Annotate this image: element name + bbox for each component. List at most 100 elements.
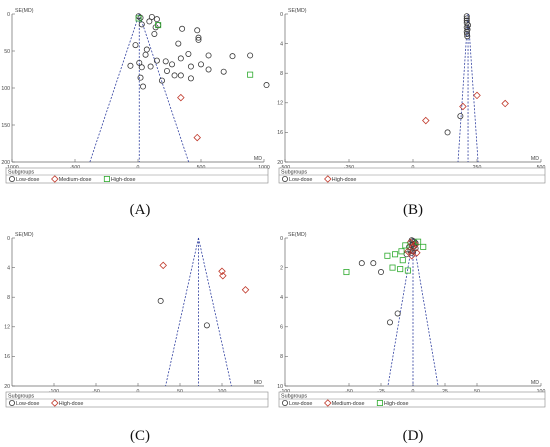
study-point-circle <box>171 72 178 79</box>
study-point-circle <box>153 57 160 64</box>
legend-label: Medium-dose <box>332 401 365 407</box>
legend-label: Low-dose <box>16 177 39 183</box>
y-axis-title: SE(MD) <box>15 232 34 238</box>
x-axis-title: MD <box>531 156 539 162</box>
legend-title: Subgroups <box>8 169 34 175</box>
study-point-circle <box>147 63 154 70</box>
study-point-diamond <box>404 247 412 256</box>
legend-label: Low-dose <box>289 177 312 183</box>
y-tick-label: 12 <box>4 325 10 331</box>
funnel-left-line <box>387 237 414 387</box>
study-point-circle <box>158 77 165 84</box>
study-point-diamond <box>219 271 227 280</box>
study-point-circle <box>205 52 212 59</box>
legend-label: High-dose <box>59 401 84 407</box>
study-point-square <box>389 264 396 271</box>
study-point-diamond <box>413 249 421 257</box>
study-point-square <box>343 269 350 276</box>
y-axis-title: SE(MD) <box>288 232 307 238</box>
y-tick-label: 8 <box>7 295 10 301</box>
y-tick-label: 200 <box>1 160 10 166</box>
legend-label: Low-dose <box>289 401 312 407</box>
y-tick-label: 150 <box>1 123 10 129</box>
study-point-circle <box>205 66 212 73</box>
study-point-circle <box>162 58 169 65</box>
legend-marker-circle <box>281 175 288 182</box>
panel-d: 0246810-100-50-2502550100SE(MD)MDSubgrou… <box>277 232 545 444</box>
study-point-circle <box>195 36 202 43</box>
funnel-right-line <box>198 237 232 387</box>
panel-caption: (A) <box>130 202 151 218</box>
study-point-circle <box>263 82 270 89</box>
study-point-circle <box>169 61 176 68</box>
panel-caption: (D) <box>403 428 424 444</box>
study-point-circle <box>179 25 186 32</box>
y-tick-label: 0 <box>7 236 10 242</box>
y-tick-label: 100 <box>1 86 10 92</box>
legend-marker-circle <box>281 399 288 406</box>
study-point-diamond <box>193 133 201 142</box>
study-point-circle <box>138 64 145 71</box>
y-tick-label: 0 <box>280 236 283 242</box>
study-point-diamond <box>459 102 467 111</box>
funnel-right-line <box>467 13 479 163</box>
study-point-circle <box>197 61 204 68</box>
study-point-circle <box>464 30 471 37</box>
study-point-circle <box>175 40 182 47</box>
study-point-circle <box>247 52 254 59</box>
study-point-circle <box>463 17 470 24</box>
x-axis-title: MD <box>254 156 262 162</box>
study-point-circle <box>187 63 194 70</box>
study-point-diamond <box>422 116 430 125</box>
y-tick-label: 0 <box>7 12 10 18</box>
panel-a: 050100150200-1000-50005001000SE(MD)MDSub… <box>1 8 270 218</box>
y-tick-label: 12 <box>277 101 283 107</box>
legend-box <box>278 391 546 408</box>
study-point-circle <box>142 51 149 58</box>
panel-caption: (C) <box>130 428 150 444</box>
study-point-square <box>402 242 409 249</box>
x-axis-title: MD <box>531 380 539 386</box>
study-point-circle <box>463 28 470 35</box>
legend-label: Medium-dose <box>59 177 92 183</box>
y-tick-label: 50 <box>4 49 10 55</box>
study-point-circle <box>444 129 451 136</box>
funnel-left-line <box>165 237 199 387</box>
study-point-circle <box>185 50 192 57</box>
study-point-circle <box>177 55 184 62</box>
y-tick-label: 0 <box>280 12 283 18</box>
y-tick-label: 4 <box>280 41 283 47</box>
legend-marker-diamond <box>324 399 332 407</box>
study-point-circle <box>151 30 158 37</box>
y-tick-label: 8 <box>280 354 283 360</box>
study-point-circle <box>187 75 194 82</box>
legend-title: Subgroups <box>8 393 34 399</box>
study-point-circle <box>137 74 144 81</box>
y-tick-label: 6 <box>280 325 283 331</box>
legend-box <box>278 167 546 184</box>
study-point-diamond <box>473 91 481 100</box>
study-point-diamond <box>218 267 226 276</box>
legend-box <box>5 391 269 408</box>
legend-marker-square <box>103 175 110 182</box>
study-point-diamond <box>409 243 417 251</box>
y-tick-label: 20 <box>277 160 283 166</box>
study-point-square <box>392 251 399 258</box>
y-tick-label: 10 <box>277 384 283 390</box>
study-point-circle <box>127 62 134 69</box>
study-point-circle <box>229 53 236 60</box>
legend-label: Low-dose <box>16 401 39 407</box>
study-point-circle <box>136 59 143 66</box>
study-point-square <box>155 22 162 29</box>
study-point-circle <box>203 322 210 329</box>
legend-marker-circle <box>8 399 15 406</box>
study-point-circle <box>177 72 184 79</box>
study-point-square <box>420 243 427 250</box>
legend-marker-diamond <box>51 175 59 183</box>
study-point-square <box>135 15 142 22</box>
y-tick-label: 20 <box>4 384 10 390</box>
study-point-diamond <box>177 93 185 102</box>
legend-label: High-dose <box>111 177 136 183</box>
y-tick-label: 16 <box>277 130 283 136</box>
